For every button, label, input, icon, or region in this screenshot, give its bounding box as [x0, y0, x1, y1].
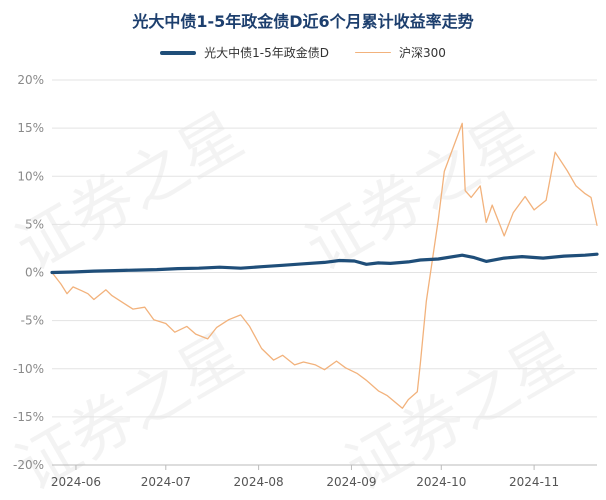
legend-swatch-index	[354, 51, 391, 54]
chart-title: 光大中债1-5年政金债D近6个月累计收益率走势	[132, 12, 474, 31]
y-tick-label-6: -10%	[13, 362, 44, 376]
x-tick-label-2: 2024-08	[234, 475, 284, 489]
series-line-index	[51, 122, 598, 409]
y-tick-label-4: 0%	[25, 266, 44, 280]
legend-item-fund[interactable]: 光大中债1-5年政金债D	[160, 44, 329, 61]
legend-label-index: 沪深300	[398, 46, 446, 60]
x-tick-label-3: 2024-09	[326, 475, 376, 489]
y-tick-label-0: 20%	[17, 73, 44, 87]
legend-label-fund: 光大中债1-5年政金债D	[204, 46, 329, 60]
x-tick-label-4: 2024-10	[416, 475, 466, 489]
y-tick-label-1: 15%	[17, 121, 44, 135]
watermark-layer: 证券之星证券之星证券之星证券之星	[4, 98, 585, 500]
x-tick-label-0: 2024-06	[51, 475, 101, 489]
legend: 光大中债1-5年政金债D 沪深300	[0, 44, 606, 61]
x-tick-label-1: 2024-07	[141, 475, 191, 489]
series-lines	[50, 122, 599, 409]
legend-item-index[interactable]: 沪深300	[354, 44, 446, 61]
watermark-text-2: 证券之星	[4, 318, 255, 500]
watermark-text-3: 证券之星	[334, 318, 585, 500]
y-tick-label-7: -15%	[13, 410, 44, 424]
y-tick-label-8: -20%	[13, 458, 44, 472]
y-tick-label-5: -5%	[21, 314, 44, 328]
x-axis: 2024-06 2024-07 2024-08 2024-09 2024-10 2024-…	[51, 464, 597, 489]
series-line-fund	[50, 252, 599, 275]
legend-swatch-fund	[160, 50, 197, 55]
y-axis: 20% 15% 10% 5% 0% -5% -10% -15% -20%	[13, 73, 44, 472]
x-tick-label-5: 2024-11	[509, 475, 559, 489]
y-tick-label-3: 5%	[25, 217, 44, 231]
y-tick-label-2: 10%	[17, 169, 44, 183]
